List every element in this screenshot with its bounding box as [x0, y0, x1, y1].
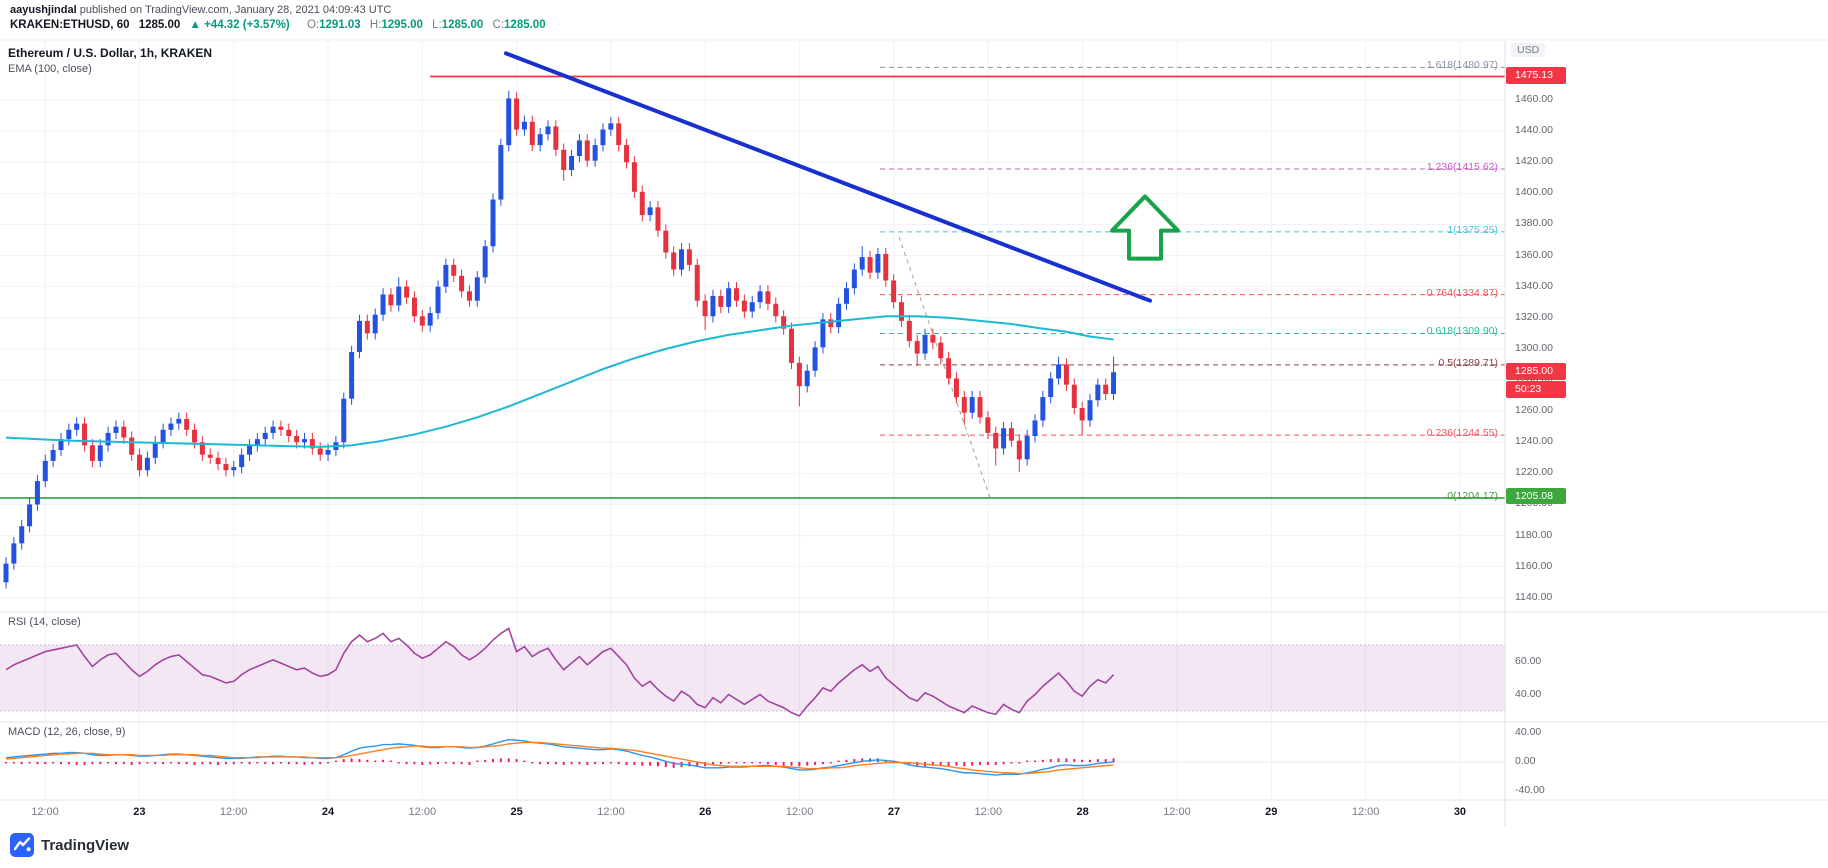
chart-legend[interactable]: Ethereum / U.S. Dollar, 1h, KRAKEN EMA (… — [8, 46, 212, 75]
high-label: H: — [369, 19, 382, 31]
fib-retracement — [880, 66, 1505, 499]
currency-label[interactable]: USD — [1511, 43, 1546, 57]
close-value: 1285.00 — [504, 19, 546, 31]
horizontal-lines — [0, 75, 1505, 499]
time-axis[interactable] — [0, 800, 1505, 826]
low-value: 1285.00 — [441, 19, 484, 31]
open-value: 1291.03 — [319, 19, 361, 31]
chart-title: Ethereum / U.S. Dollar, 1h, KRAKEN — [8, 46, 213, 60]
macd-legend[interactable]: MACD (12, 26, close, 9) — [8, 726, 126, 738]
ema-line — [5, 315, 1114, 448]
high-value: 1295.00 — [381, 19, 423, 31]
tradingview-wordmark: TradingView — [41, 836, 130, 854]
snapshot-header: aayushjindal published on TradingView.co… — [10, 4, 546, 31]
tradingview-logo-icon — [10, 833, 34, 857]
open-label: O: — [306, 19, 320, 31]
tradingview-logo[interactable]: TradingView — [10, 833, 129, 857]
price-axis[interactable] — [1505, 40, 1828, 826]
price-change: ▲ +44.32 (+3.57%) — [189, 19, 290, 31]
panel-dividers — [0, 39, 1828, 826]
rsi-line — [5, 627, 1115, 717]
ema-legend[interactable]: EMA (100, close) — [8, 63, 92, 75]
rsi-legend[interactable]: RSI (14, close) — [8, 616, 81, 628]
macd — [5, 738, 1115, 776]
publish-info: published on TradingView.com, January 28… — [79, 4, 392, 16]
author-name: aayushjindal — [10, 4, 77, 16]
symbol-title: KRAKEN:ETHUSD, 60 — [10, 19, 130, 31]
byline: aayushjindal published on TradingView.co… — [10, 4, 546, 16]
trendline — [504, 51, 1152, 303]
close-label: C: — [492, 19, 505, 31]
candles — [3, 90, 1117, 589]
symbol-line: KRAKEN:ETHUSD, 60 1285.00 ▲ +44.32 (+3.5… — [10, 19, 546, 31]
low-label: L: — [432, 19, 442, 31]
grid-lines — [0, 40, 1505, 800]
up-arrow — [1110, 194, 1180, 261]
ohlc-values: O:1291.03 H:1295.00 L:1285.00 C:1285.00 — [301, 19, 546, 31]
last-price: 1285.00 — [138, 19, 181, 31]
up-triangle-icon: ▲ — [189, 19, 201, 31]
rsi-band — [0, 644, 1505, 712]
